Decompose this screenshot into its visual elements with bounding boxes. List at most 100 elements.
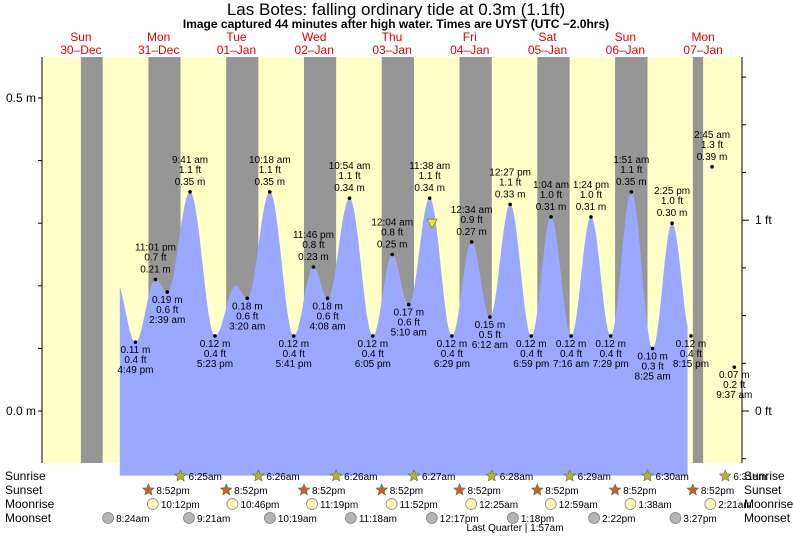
high-tide-height: 0.39 m	[697, 152, 728, 163]
high-tide-point	[390, 253, 394, 257]
day-date: 30–Dec	[60, 43, 101, 57]
low-tide-time: 4:08 am	[310, 321, 346, 332]
day-date: 02–Jan	[295, 43, 334, 57]
day-date: 07–Jan	[683, 43, 722, 57]
day-name: Sat	[539, 30, 558, 44]
day-date: 05–Jan	[528, 43, 567, 57]
high-tide-feet: 1.0 ft	[661, 196, 683, 207]
moonrise-icon	[625, 499, 636, 510]
plot-area: 0.11 m0.4 ft4:49 pm11:01 pm0.7 ft0.21 m0…	[42, 57, 752, 476]
high-tide-point	[348, 196, 352, 200]
moonrise-time: 2:21am	[718, 500, 751, 511]
moonrise-time: 11:19pm	[320, 500, 358, 511]
low-tide-time: 2:39 am	[149, 315, 185, 326]
day-date: 01–Jan	[217, 43, 256, 57]
sunrise-time: 6:25am	[189, 472, 222, 483]
day-date: 06–Jan	[606, 43, 645, 57]
low-tide-time: 6:12 am	[472, 340, 508, 351]
high-tide-feet: 1.1 ft	[179, 165, 201, 176]
high-tide-point	[710, 165, 714, 169]
day-name: Sun	[70, 30, 91, 44]
night-band	[81, 57, 103, 463]
sunset-icon	[376, 484, 387, 495]
sunset-icon	[221, 484, 232, 495]
day-name: Sun	[615, 30, 636, 44]
moonset-icon	[345, 513, 356, 524]
moonrise-time: 12:25am	[479, 500, 518, 511]
low-tide-point	[134, 340, 138, 344]
low-tide-time: 6:59 pm	[513, 359, 549, 370]
high-tide-point	[589, 215, 593, 219]
sunset-icon	[298, 484, 309, 495]
high-tide-point	[508, 203, 512, 207]
high-tide-feet: 0.7 ft	[144, 253, 166, 264]
high-tide-feet: 1.1 ft	[499, 177, 521, 188]
moonrise-time: 12:59am	[559, 500, 598, 511]
astro-rows: Sunrise Sunrise6:25am 6:26am 6:26am 6:27am 6:…	[5, 469, 793, 525]
high-tide-feet: 1.3 ft	[701, 140, 723, 151]
day-name: Mon	[691, 30, 714, 44]
low-tide-time: 7:16 am	[553, 359, 589, 370]
high-tide-point	[470, 240, 474, 244]
moonrise-icon	[386, 499, 397, 510]
high-tide-height: 0.35 m	[175, 177, 206, 188]
low-tide-time: 7:29 pm	[593, 359, 629, 370]
sunset-row-label-right: Sunset	[744, 483, 782, 497]
low-tide-point	[292, 334, 296, 338]
low-tide-time: 6:29 pm	[434, 359, 470, 370]
moonset-row-label-right: Moonset	[744, 511, 791, 525]
day-date: 03–Jan	[372, 43, 411, 57]
high-tide-point	[312, 265, 316, 269]
high-tide-point	[154, 278, 158, 282]
high-tide-height: 0.34 m	[414, 183, 445, 194]
sunset-time: 8:52pm	[623, 486, 656, 497]
low-tide-point	[407, 303, 411, 307]
low-tide-point	[326, 297, 330, 301]
high-tide-feet: 0.9 ft	[460, 215, 482, 226]
moonset-time: 9:21am	[197, 514, 230, 525]
sunrise-time: 6:28am	[500, 472, 533, 483]
moonrise-row-label: Moonrise	[5, 497, 55, 511]
moonrise-icon	[227, 499, 238, 510]
high-tide-height: 0.35 m	[616, 177, 647, 188]
low-tide-time: 4:49 pm	[117, 365, 153, 376]
day-date: 31–Dec	[138, 43, 179, 57]
low-tide-point	[488, 315, 492, 319]
moonset-icon	[183, 513, 194, 524]
sunset-icon	[609, 484, 620, 495]
low-tide-time: 5:10 am	[391, 328, 427, 339]
moonrise-icon	[466, 499, 477, 510]
low-tide-point	[245, 297, 249, 301]
moonrise-time: 10:12pm	[161, 500, 200, 511]
low-tide-time: 6:05 pm	[355, 359, 391, 370]
high-tide-feet: 1.1 ft	[259, 165, 281, 176]
high-tide-feet: 1.1 ft	[338, 171, 360, 182]
right-tick-label: 1 ft	[755, 213, 772, 227]
high-tide-feet: 0.8 ft	[302, 240, 324, 251]
high-tide-height: 0.33 m	[495, 189, 526, 200]
sunset-time: 8:52pm	[468, 486, 501, 497]
moonset-time: 3:27pm	[683, 514, 716, 525]
moonrise-icon	[307, 499, 318, 510]
sunrise-time: 6:27am	[422, 472, 455, 483]
high-tide-height: 0.35 m	[255, 177, 286, 188]
left-tick-label: 0.5 m	[6, 91, 36, 105]
high-tide-feet: 0.8 ft	[381, 228, 403, 239]
moonrise-icon	[545, 499, 556, 510]
sunset-icon	[143, 484, 154, 495]
moonset-time: 10:19am	[278, 514, 317, 525]
moonset-icon	[589, 513, 600, 524]
low-tide-point	[213, 334, 217, 338]
sunset-icon	[454, 484, 465, 495]
moonset-icon	[507, 513, 518, 524]
sunrise-time: 6:30am	[655, 472, 688, 483]
night-band	[693, 57, 703, 463]
moonset-time: 2:22pm	[602, 514, 635, 525]
sunrise-time: 6:26am	[266, 472, 299, 483]
high-tide-height: 0.34 m	[334, 183, 365, 194]
sunrise-time: 6:29am	[578, 472, 611, 483]
high-tide-point	[630, 190, 634, 194]
moonrise-time: 1:38am	[638, 500, 671, 511]
high-tide-feet: 1.1 ft	[620, 165, 642, 176]
